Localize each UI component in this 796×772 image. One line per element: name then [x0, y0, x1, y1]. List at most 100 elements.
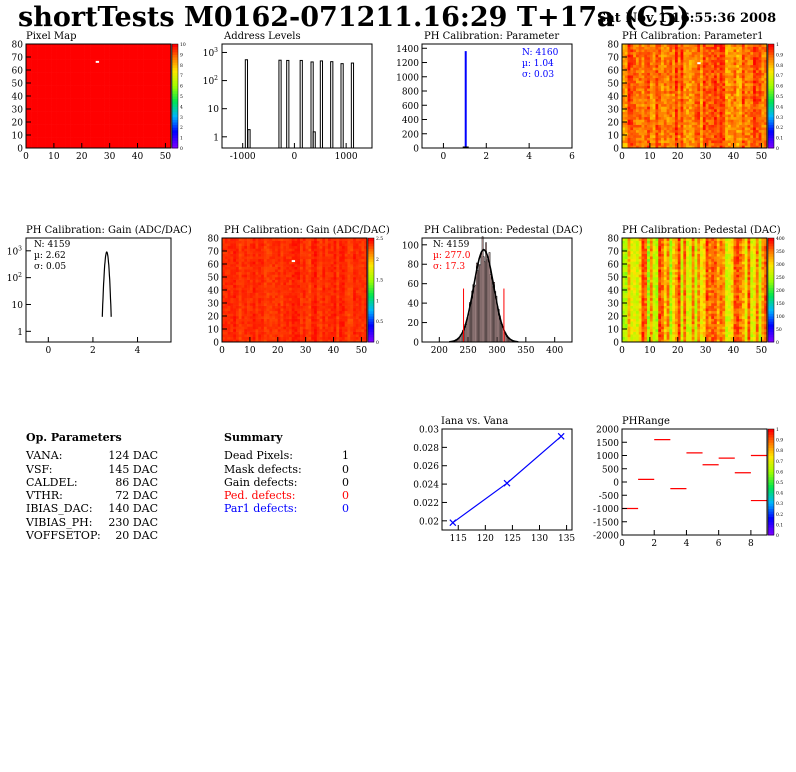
- pixel-map-cell: [84, 59, 88, 63]
- pixel-map-cell: [148, 54, 152, 58]
- ph-param1-cell: [635, 70, 640, 73]
- pixel-map-cell: [76, 83, 80, 86]
- pixel-map-cell: [95, 54, 99, 58]
- ph-param1-cell: [683, 101, 687, 105]
- pixel-map-cell: [31, 62, 35, 66]
- pixel-map-cell: [112, 119, 116, 123]
- ph-param1-ytick-label: 50: [608, 80, 620, 90]
- gain-map-cell: [235, 334, 240, 338]
- ph-param1-cell: [638, 57, 642, 60]
- ph-param1-cell: [635, 103, 640, 107]
- ph-param1-cell: [633, 85, 637, 89]
- pixel-map-cell: [120, 62, 124, 66]
- ph-param1-cell: [700, 103, 704, 107]
- ph-param1-cell: [697, 85, 701, 89]
- pixel-map-cell: [34, 132, 38, 136]
- ph-param1-cell: [750, 70, 754, 73]
- pixel-map-cell: [148, 140, 152, 144]
- pixel-map-cell: [120, 96, 124, 99]
- gain-map-cell: [233, 305, 237, 309]
- ph-param1-cell: [761, 49, 765, 53]
- ph-param1-cell: [719, 135, 723, 138]
- pixel-map-cell: [137, 72, 141, 76]
- pixel-map-cell: [92, 111, 97, 115]
- pixel-map-cell: [134, 67, 138, 71]
- ph-param1-cell: [739, 111, 743, 115]
- ph-param1-colorbar-cell: [768, 83, 774, 87]
- pixel-map-cell: [162, 140, 166, 144]
- pixel-map-cell: [92, 80, 97, 84]
- ph-param1-cell: [708, 49, 712, 53]
- ph-param1-cell: [753, 90, 757, 94]
- gain-map-cell: [244, 336, 248, 340]
- pixel-map-cell: [81, 85, 85, 89]
- pixel-map-cell: [104, 75, 108, 79]
- gain-map-cell: [230, 316, 234, 319]
- ph-param1-cell: [761, 127, 765, 131]
- ph-param1-cell: [730, 135, 734, 138]
- ph-param1-cell: [627, 90, 631, 94]
- ph-param1-cell: [672, 72, 676, 76]
- ph-param1-cell: [672, 57, 676, 60]
- ph-param1-cell: [708, 129, 712, 133]
- ph-param1-cell: [694, 135, 698, 138]
- pixel-map-cell: [62, 111, 66, 115]
- pixel-map-cell: [73, 114, 77, 118]
- pixel-map-cell: [168, 111, 172, 115]
- ph-param1-cell: [764, 127, 768, 131]
- ph-param1-cell: [739, 88, 743, 92]
- ph-param1-cell: [688, 140, 693, 144]
- ph-param1-cell: [666, 124, 670, 128]
- pixel-map-cell: [67, 127, 71, 131]
- pixel-map-cell: [157, 57, 161, 60]
- pixel-map-cell: [165, 44, 169, 47]
- pixel-map-cell: [53, 124, 57, 128]
- ph-param1-cell: [733, 106, 737, 110]
- ph-param1-cell: [644, 109, 648, 112]
- gain-map-cell: [235, 258, 240, 262]
- pixel-map-cell: [48, 70, 52, 73]
- pixel-map-cell: [37, 142, 41, 146]
- ph-param1-cell: [714, 46, 718, 50]
- pixel-map-cell: [51, 72, 55, 76]
- gain-map-cell: [261, 323, 265, 327]
- ph-param1-cell: [647, 59, 651, 63]
- pixel-map-colorbar-cell: [172, 109, 178, 113]
- ph-param1-cell: [686, 72, 690, 76]
- pixel-map-cell: [95, 46, 99, 50]
- ph-param1-colorbar-cell: [768, 72, 774, 76]
- ph-param1-cell: [761, 96, 765, 99]
- gain-map-cell: [261, 313, 265, 317]
- pixel-map-cell: [70, 54, 74, 58]
- ph-param1-cell: [705, 142, 709, 146]
- pixel-map-cell: [87, 80, 91, 84]
- ph-param1-cell: [725, 116, 729, 120]
- ph-param1-cell: [691, 51, 695, 55]
- ph-param1-cell: [647, 127, 651, 131]
- ph-param1-cell: [744, 145, 748, 149]
- pixel-map-cell: [109, 49, 113, 53]
- ph-param1-cell: [697, 111, 701, 115]
- pixel-map-cell: [123, 103, 127, 107]
- pixel-map-cell: [98, 70, 102, 73]
- pixel-map-cell: [81, 127, 85, 131]
- gain-map-cell: [241, 245, 245, 249]
- ph-param1-cell: [711, 122, 715, 125]
- ph-param1-colorbar-cell: [768, 77, 774, 81]
- gain-map-cell: [247, 339, 251, 343]
- pixel-map-cell: [157, 124, 161, 128]
- ph-param1-cell: [672, 51, 676, 55]
- pixel-map-cell: [70, 101, 74, 105]
- ph-param1-cell: [697, 57, 701, 60]
- ph-param1-cell: [688, 137, 693, 141]
- ph-param1-cell: [747, 72, 751, 76]
- gain-map-cell: [230, 261, 234, 265]
- pixel-map-cell: [115, 72, 119, 76]
- gain-map-cell: [238, 334, 242, 338]
- pixel-map-cell: [98, 44, 102, 47]
- ph-param1-cell: [624, 103, 628, 107]
- pixel-map-cell: [159, 64, 163, 68]
- pixel-map-cell: [157, 75, 161, 79]
- ph-param1-cell: [764, 51, 768, 55]
- pixel-map-cell: [42, 49, 46, 53]
